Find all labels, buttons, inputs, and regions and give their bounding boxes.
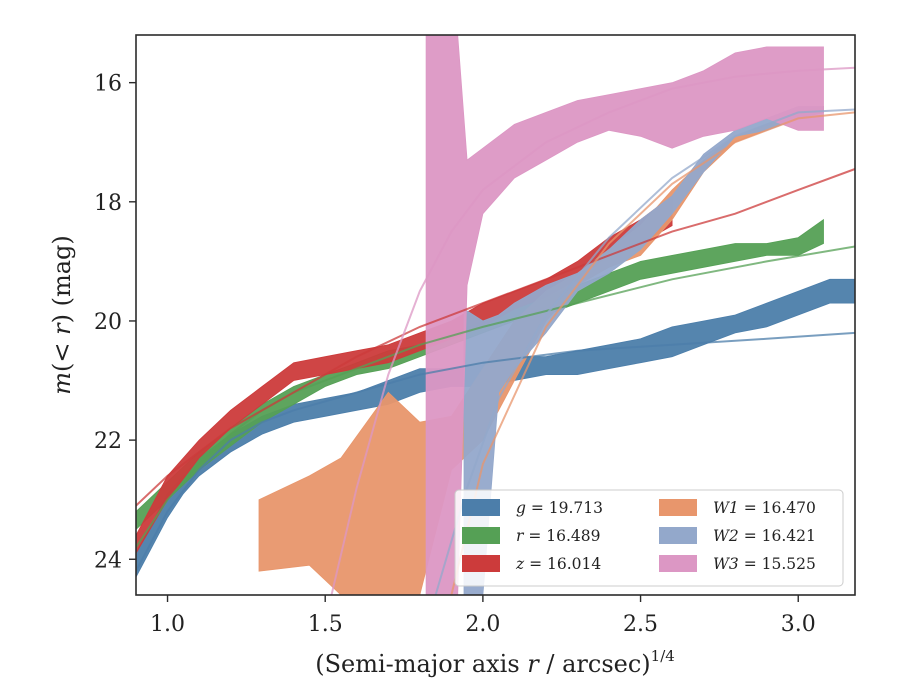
x-axis-title-var: r [527, 650, 540, 678]
y-axis-title-open: (< [48, 335, 76, 372]
fit-curve-g [136, 331, 855, 572]
legend-swatch-w2 [659, 527, 697, 544]
legend-swatch-w1 [659, 499, 697, 516]
y-tick-label: 16 [94, 72, 122, 97]
fit-curve-r [136, 245, 855, 548]
legend-swatch-g [462, 499, 500, 516]
x-tick-label: 3.0 [781, 612, 816, 637]
legend-label-g: g = 19.713 [516, 499, 603, 517]
legend-label-w1: W1 = 16.470 [713, 499, 816, 517]
y-axis-title-close: ) (mag) [48, 235, 76, 323]
legend-swatch-w3 [659, 555, 697, 572]
uncertainty-bands-layer [136, 35, 855, 595]
y-tick-label: 20 [94, 310, 122, 335]
legend-label-r: r = 16.489 [516, 527, 601, 545]
x-tick-label: 1.5 [308, 612, 343, 637]
fit-curves-layer [136, 66, 855, 595]
y-axis-title-m: m [48, 372, 76, 395]
y-tick-label: 18 [94, 191, 122, 216]
legend: g = 19.713 r = 16.489 z = 16.014 W1 = 16.47… [454, 489, 844, 587]
fit-curve-w2 [434, 108, 855, 595]
legend-label-z: z = 16.014 [515, 555, 601, 573]
band-z [136, 195, 673, 555]
legend-label-w3: W3 = 15.525 [713, 555, 816, 573]
y-axis-title: m(< r) (mag) [48, 235, 76, 395]
y-axis-ticks: 16 18 20 22 24 [94, 72, 136, 573]
fit-curve-w1 [450, 111, 855, 595]
x-axis-title-suffix: / arcsec) [539, 650, 651, 678]
fit-curve-w3 [330, 66, 855, 595]
y-tick-label: 22 [94, 429, 122, 454]
x-tick-label: 2.0 [465, 612, 500, 637]
legend-swatch-r [462, 527, 500, 544]
x-tick-label: 2.5 [623, 612, 658, 637]
x-axis-ticks: 1.0 1.5 2.0 2.5 3.0 [150, 595, 816, 637]
y-axis-title-r: r [48, 322, 76, 335]
fit-curve-z [136, 168, 855, 507]
x-axis-title-exponent: 1/4 [651, 647, 675, 665]
plot-frame [135, 34, 856, 596]
band-w3 [425, 35, 824, 595]
y-tick-label: 24 [94, 548, 122, 573]
legend-box [454, 489, 844, 587]
x-axis-title: (Semi-major axis r / arcsec)1/4 [315, 647, 675, 678]
x-tick-label: 1.0 [150, 612, 185, 637]
legend-swatch-z [462, 555, 500, 572]
legend-label-w2: W2 = 16.421 [713, 527, 816, 545]
x-axis-title-prefix: (Semi-major axis [315, 650, 527, 678]
